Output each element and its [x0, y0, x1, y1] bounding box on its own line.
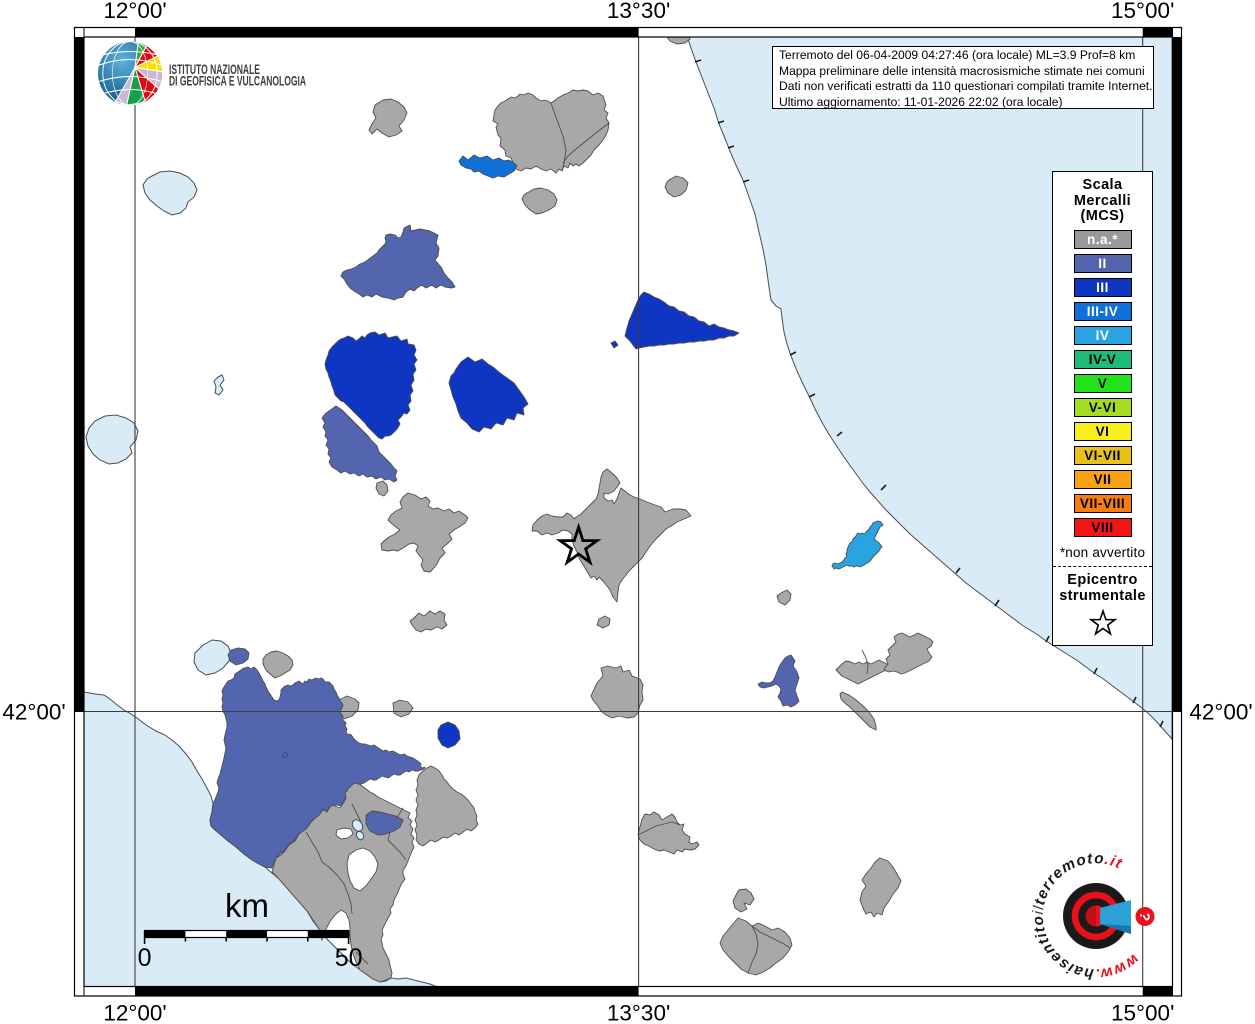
svg-text:?: ?: [1136, 911, 1154, 923]
svg-text:12°00': 12°00': [103, 1001, 166, 1024]
svg-text:13°30': 13°30': [607, 1001, 670, 1024]
svg-text:15°00': 15°00': [1111, 1001, 1174, 1024]
svg-text:ISTITUTO NAZIONALE: ISTITUTO NAZIONALE: [169, 62, 260, 77]
svg-text:12°00': 12°00': [103, 0, 166, 23]
svg-text:km: km: [225, 887, 269, 924]
svg-text:15°00': 15°00': [1111, 0, 1174, 23]
svg-text:DI GEOFISICA E VULCANOLOGIA: DI GEOFISICA E VULCANOLOGIA: [169, 74, 306, 89]
svg-text:0: 0: [138, 944, 152, 972]
svg-text:42°00': 42°00': [1189, 700, 1252, 725]
svg-text:42°00': 42°00': [2, 700, 65, 725]
svg-text:50: 50: [335, 944, 363, 972]
svg-text:13°30': 13°30': [607, 0, 670, 23]
